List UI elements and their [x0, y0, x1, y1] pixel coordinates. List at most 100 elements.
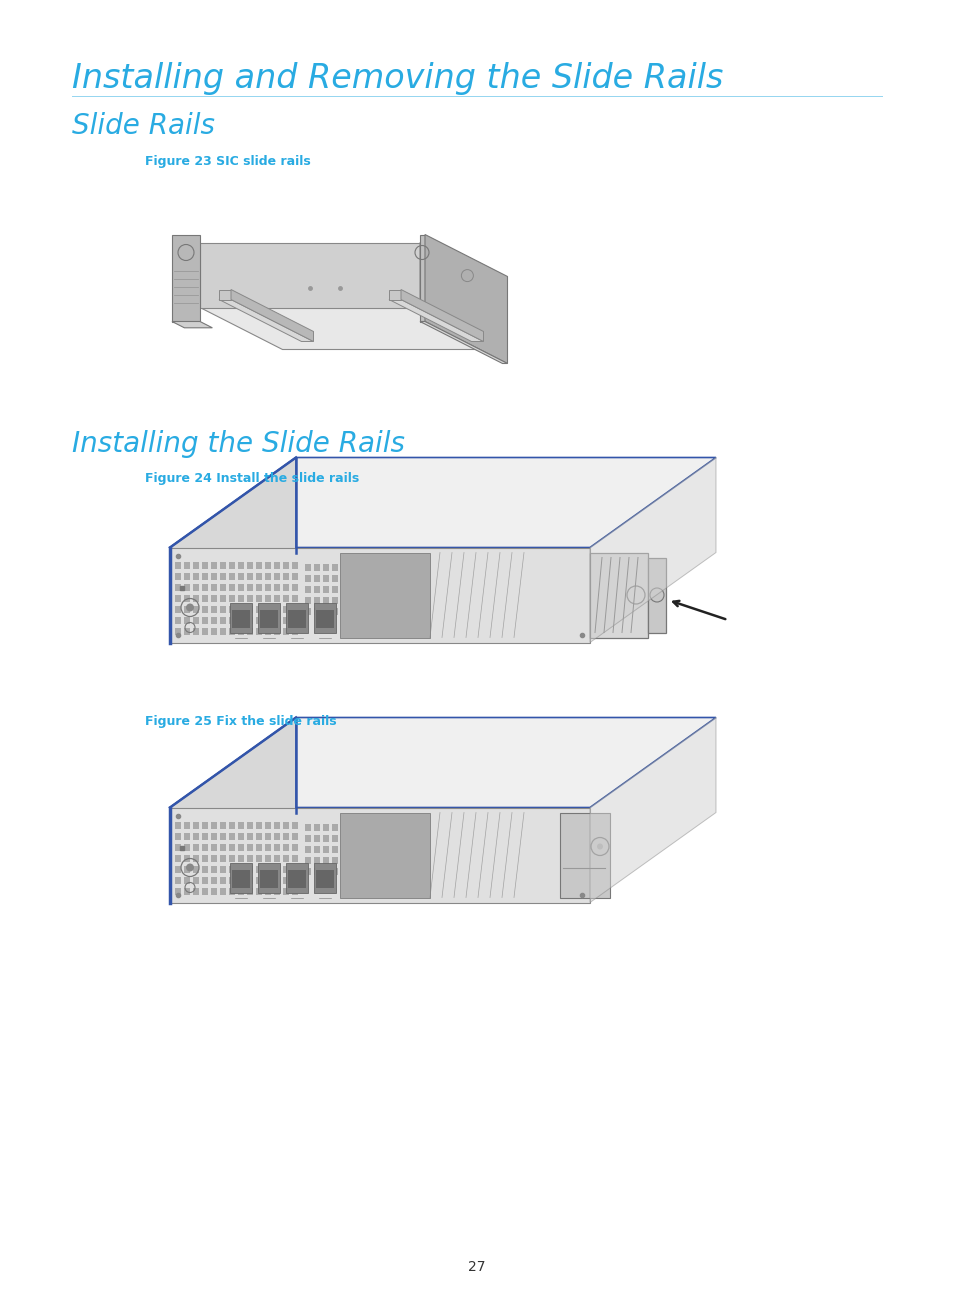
Bar — [323, 574, 329, 582]
Bar — [386, 608, 392, 614]
Bar — [193, 583, 199, 591]
Bar — [305, 596, 311, 604]
Bar — [174, 605, 181, 613]
Bar — [339, 552, 430, 638]
Bar — [174, 573, 181, 579]
Bar — [340, 857, 347, 863]
Bar — [229, 561, 234, 569]
Bar — [237, 617, 244, 623]
Polygon shape — [200, 242, 419, 307]
Bar — [202, 627, 208, 635]
Bar — [283, 866, 289, 872]
Bar — [274, 583, 280, 591]
Bar — [174, 888, 181, 894]
Bar — [283, 822, 289, 828]
Bar — [340, 845, 347, 853]
Bar — [184, 573, 190, 579]
Bar — [288, 609, 306, 627]
Bar — [332, 857, 337, 863]
Polygon shape — [170, 807, 589, 902]
Bar — [403, 574, 410, 582]
Bar — [292, 605, 297, 613]
Polygon shape — [170, 718, 716, 807]
Bar — [368, 586, 374, 592]
Polygon shape — [424, 235, 507, 363]
Bar — [174, 854, 181, 862]
Bar — [193, 854, 199, 862]
Bar — [283, 888, 289, 894]
Bar — [332, 574, 337, 582]
Bar — [315, 609, 334, 627]
Bar — [220, 866, 226, 872]
Bar — [220, 605, 226, 613]
Bar — [386, 574, 392, 582]
Bar — [292, 573, 297, 579]
Bar — [184, 617, 190, 623]
Bar — [247, 854, 253, 862]
Bar — [350, 823, 355, 831]
Bar — [283, 854, 289, 862]
Bar — [220, 844, 226, 850]
Text: Figure 25 Fix the slide rails: Figure 25 Fix the slide rails — [145, 715, 336, 728]
Bar — [332, 835, 337, 841]
Bar — [265, 888, 271, 894]
Bar — [358, 608, 365, 614]
Bar — [184, 627, 190, 635]
Bar — [403, 823, 410, 831]
Bar — [247, 832, 253, 840]
Bar — [211, 605, 216, 613]
Bar — [305, 835, 311, 841]
Bar — [184, 832, 190, 840]
Bar — [229, 844, 234, 850]
Bar — [332, 867, 337, 875]
Bar — [237, 832, 244, 840]
Bar — [292, 617, 297, 623]
Bar — [202, 876, 208, 884]
Bar — [237, 583, 244, 591]
Polygon shape — [389, 299, 483, 342]
Bar — [323, 867, 329, 875]
Bar — [395, 835, 400, 841]
Bar — [220, 583, 226, 591]
Bar — [403, 564, 410, 570]
Bar — [274, 888, 280, 894]
Bar — [274, 854, 280, 862]
Bar — [305, 586, 311, 592]
Polygon shape — [170, 457, 716, 547]
Bar — [220, 573, 226, 579]
Bar — [395, 608, 400, 614]
Bar — [184, 854, 190, 862]
Bar — [257, 603, 280, 632]
Text: Figure 23 SIC slide rails: Figure 23 SIC slide rails — [145, 156, 311, 168]
Bar — [376, 564, 382, 570]
Bar — [288, 870, 306, 888]
Bar — [274, 573, 280, 579]
Bar — [376, 823, 382, 831]
Polygon shape — [170, 457, 295, 643]
Bar — [376, 608, 382, 614]
Bar — [376, 845, 382, 853]
Bar — [386, 867, 392, 875]
Bar — [274, 844, 280, 850]
Bar — [358, 574, 365, 582]
Bar — [358, 857, 365, 863]
Bar — [314, 574, 319, 582]
Bar — [193, 605, 199, 613]
Bar — [230, 603, 252, 632]
Bar — [292, 627, 297, 635]
Bar — [332, 596, 337, 604]
Bar — [202, 832, 208, 840]
Bar — [184, 595, 190, 601]
Bar — [376, 835, 382, 841]
Bar — [174, 583, 181, 591]
Bar — [323, 586, 329, 592]
Bar — [247, 583, 253, 591]
Bar — [255, 561, 262, 569]
Bar — [350, 596, 355, 604]
Bar — [193, 876, 199, 884]
Bar — [283, 832, 289, 840]
Bar — [237, 822, 244, 828]
Bar — [350, 835, 355, 841]
Bar — [386, 596, 392, 604]
Bar — [395, 823, 400, 831]
